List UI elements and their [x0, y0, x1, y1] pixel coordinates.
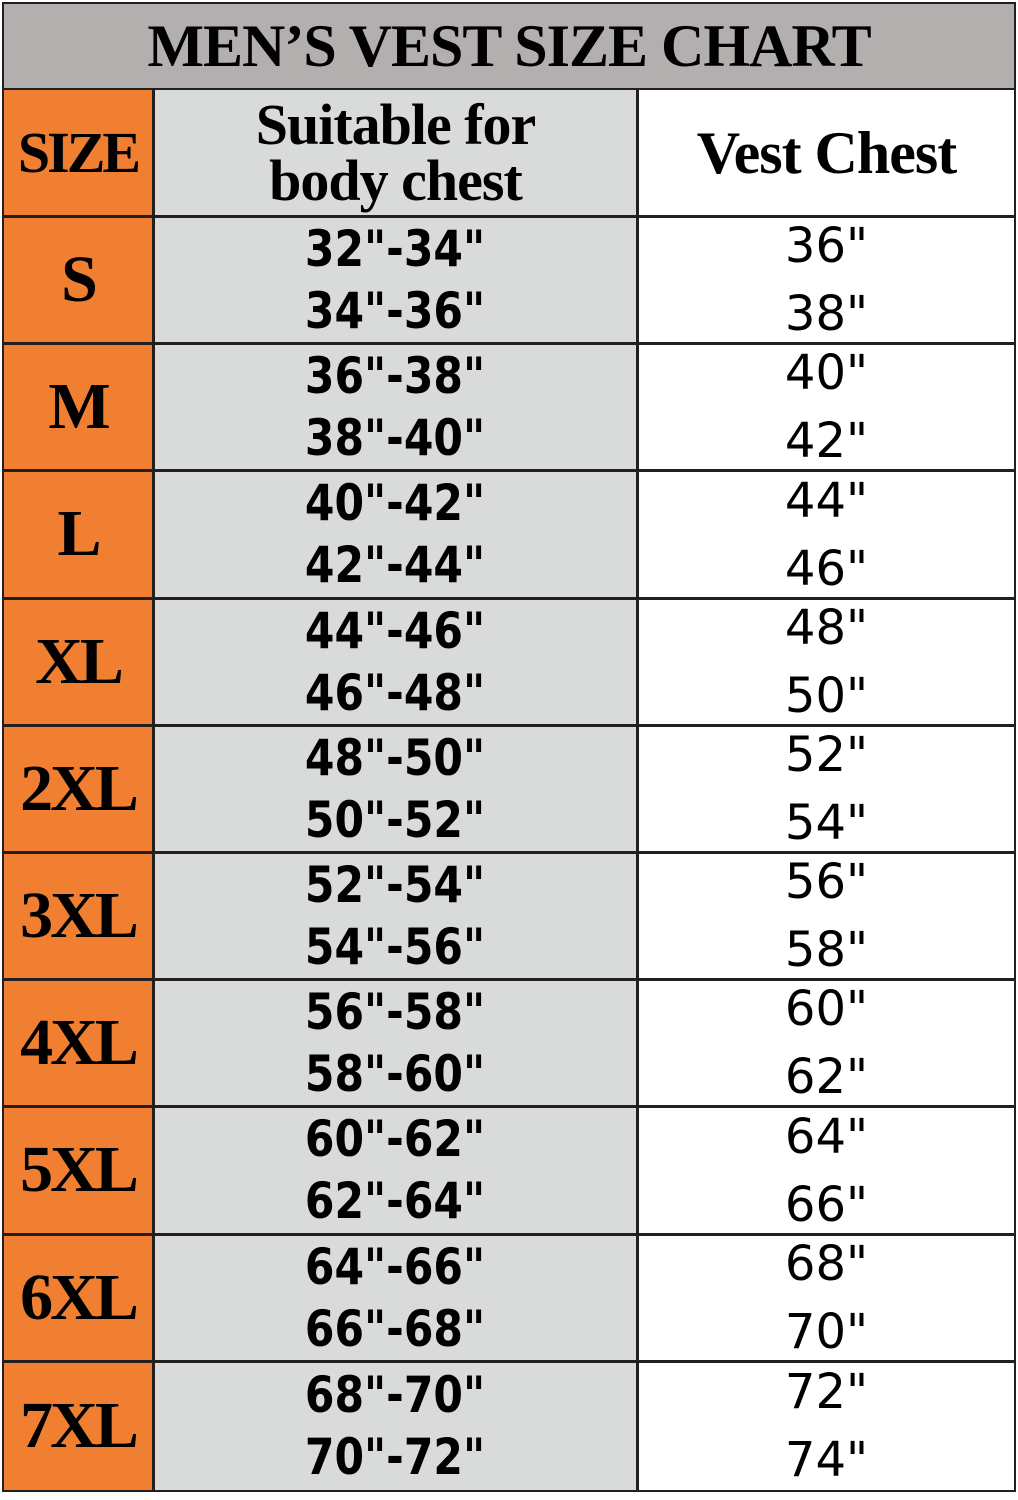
body-chest-range: 38"-40": [305, 409, 486, 468]
size-cell: 7XL: [4, 1362, 155, 1490]
body-chest-ranges: 32"-34" 34"-36": [305, 218, 486, 343]
size-cell: L: [4, 472, 155, 600]
body-chest-ranges: 64"-66" 66"-68": [305, 1235, 486, 1360]
vest-chest-cell: 56" 58": [639, 853, 1014, 982]
vest-chest-cell: 64" 66": [639, 1108, 1014, 1236]
vest-chest-value: 70": [784, 1303, 869, 1360]
header-body-chest: Suitable for body chest: [155, 90, 639, 218]
body-chest-ranges: 40"-42" 42"-44": [305, 472, 486, 597]
body-chest-range: 34"-36": [305, 282, 486, 341]
header-body-line2: body chest: [269, 147, 523, 213]
vest-chest-cell: 52" 54": [639, 726, 1014, 854]
vest-chest-value: 54": [784, 794, 869, 851]
body-chest-range: 68"-70": [305, 1366, 486, 1425]
body-chest-range: 60"-62": [305, 1110, 486, 1169]
body-chest-range: 70"-72": [305, 1428, 486, 1487]
body-chest-ranges: 44"-46" 46"-48": [305, 599, 486, 724]
body-chest-ranges: 36"-38" 38"-40": [305, 345, 486, 470]
vest-chest-cell: 68" 70": [639, 1235, 1014, 1363]
vest-chest-value: 64": [784, 1108, 869, 1165]
size-cell: 2XL: [4, 726, 155, 854]
body-chest-range: 36"-38": [305, 347, 486, 406]
vest-chest-value: 46": [784, 540, 869, 597]
body-chest-range: 54"-56": [305, 918, 486, 977]
vest-chest-value: 38": [784, 286, 869, 343]
chart-title: MEN’S VEST SIZE CHART: [4, 4, 1014, 90]
vest-chest-value: 72": [784, 1364, 869, 1421]
body-chest-range: 40"-42": [305, 474, 486, 533]
body-chest-ranges: 52"-54" 54"-56": [305, 854, 486, 979]
body-chest-cell: 60"-62" 62"-64": [155, 1108, 639, 1236]
body-chest-ranges: 48"-50" 50"-52": [305, 726, 486, 851]
body-chest-range: 64"-66": [305, 1237, 486, 1296]
body-chest-ranges: 68"-70" 70"-72": [305, 1364, 486, 1489]
size-cell: S: [4, 218, 155, 346]
body-chest-range: 58"-60": [305, 1045, 486, 1104]
body-chest-cell: 40"-42" 42"-44": [155, 472, 639, 600]
body-chest-cell: 52"-54" 54"-56": [155, 853, 639, 982]
body-chest-cell: 56"-58" 58"-60": [155, 981, 639, 1109]
body-chest-cell: 64"-66" 66"-68": [155, 1235, 639, 1363]
vest-chest-value: 48": [784, 599, 869, 656]
header-size: SIZE: [4, 90, 155, 218]
body-chest-cell: 36"-38" 38"-40": [155, 345, 639, 473]
header-vest-label: Vest Chest: [696, 119, 957, 186]
body-chest-ranges: 60"-62" 62"-64": [305, 1108, 486, 1233]
body-chest-range: 48"-50": [305, 728, 486, 787]
header-vest-chest: Vest Chest: [639, 90, 1014, 218]
vest-chest-value: 66": [784, 1176, 869, 1233]
vest-chest-value: 44": [784, 472, 869, 529]
vest-chest-cell: 48" 50": [639, 599, 1014, 727]
size-cell: XL: [4, 599, 155, 727]
body-chest-range: 42"-44": [305, 536, 486, 595]
body-chest-range: 46"-48": [305, 663, 486, 722]
vest-chest-value: 60": [784, 981, 869, 1038]
vest-chest-value: 40": [784, 345, 869, 402]
vest-chest-cell: 72" 74": [639, 1362, 1014, 1490]
body-chest-range: 32"-34": [305, 220, 486, 279]
size-cell: 5XL: [4, 1108, 155, 1236]
vest-chest-value: 42": [784, 413, 869, 470]
size-table: SIZE Suitable for body chest Vest Chest …: [4, 90, 1014, 1490]
body-chest-range: 52"-54": [305, 856, 486, 915]
body-chest-cell: 32"-34" 34"-36": [155, 218, 639, 346]
body-chest-ranges: 56"-58" 58"-60": [305, 981, 486, 1106]
vest-chest-value: 56": [784, 854, 869, 911]
vest-chest-value: 36": [784, 218, 869, 275]
body-chest-range: 62"-64": [305, 1172, 486, 1231]
size-cell: M: [4, 345, 155, 473]
body-chest-cell: 68"-70" 70"-72": [155, 1362, 639, 1490]
vest-chest-cell: 40" 42": [639, 345, 1014, 473]
vest-chest-value: 50": [784, 667, 869, 724]
vest-chest-value: 74": [784, 1432, 869, 1489]
vest-chest-value: 68": [784, 1235, 869, 1292]
vest-chest-cell: 44" 46": [639, 472, 1014, 600]
body-chest-range: 66"-68": [305, 1299, 486, 1358]
size-cell: 3XL: [4, 853, 155, 982]
body-chest-cell: 44"-46" 46"-48": [155, 599, 639, 727]
vest-chest-value: 62": [784, 1049, 869, 1106]
vest-chest-cell: 36" 38": [639, 218, 1014, 346]
vest-chest-value: 58": [784, 922, 869, 979]
body-chest-range: 56"-58": [305, 983, 486, 1042]
vest-chest-value: 52": [784, 726, 869, 783]
size-cell: 6XL: [4, 1235, 155, 1363]
body-chest-range: 50"-52": [305, 790, 486, 849]
body-chest-range: 44"-46": [305, 601, 486, 660]
vest-chest-cell: 60" 62": [639, 981, 1014, 1109]
size-cell: 4XL: [4, 981, 155, 1109]
body-chest-cell: 48"-50" 50"-52": [155, 726, 639, 854]
header-body-line1: Suitable for: [255, 91, 537, 157]
